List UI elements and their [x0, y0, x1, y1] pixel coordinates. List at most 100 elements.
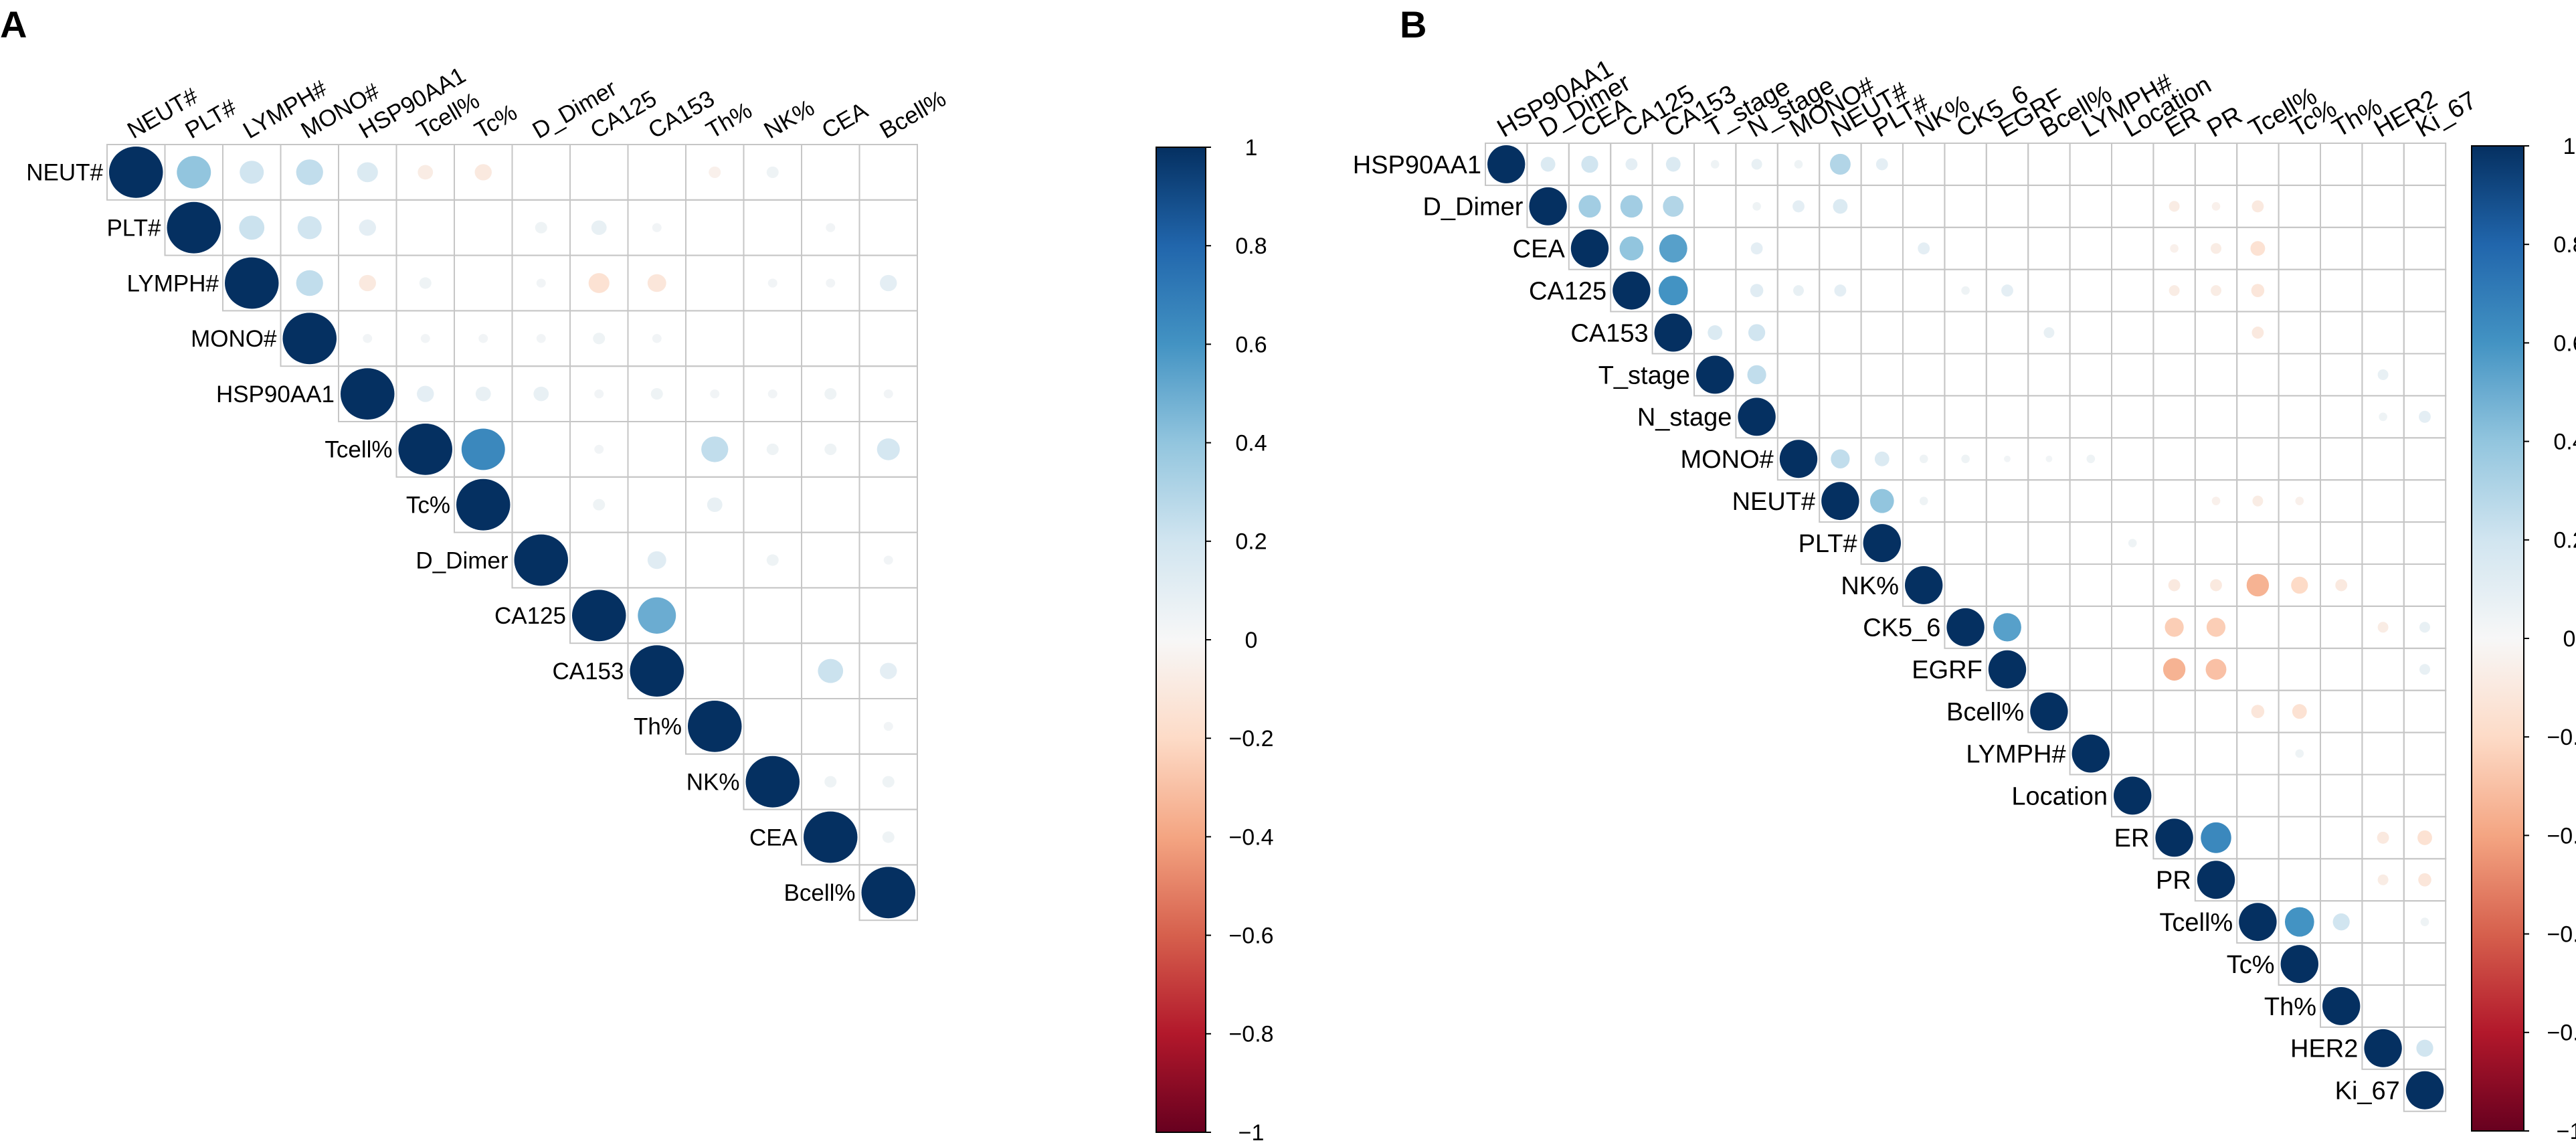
grid-cell: [2278, 816, 2322, 860]
grid-cell: [2320, 353, 2363, 397]
grid-cell: [2069, 311, 2113, 355]
grid-cell: [2403, 942, 2447, 986]
row-label: MONO#: [1680, 446, 1773, 474]
grid-cell: [454, 254, 513, 312]
grid-cell: [2194, 689, 2238, 733]
diagonal-mark: [2364, 1029, 2402, 1067]
correlation-mark: [239, 215, 265, 240]
grid-cell: [2361, 479, 2405, 523]
correlation-mark: [593, 499, 606, 511]
correlation-mark: [1831, 449, 1850, 468]
colorbar-tick-label: 0: [2563, 626, 2576, 652]
grid-cell: [1693, 268, 1737, 313]
correlation-mark: [1961, 286, 1970, 295]
correlation-mark: [701, 436, 729, 462]
grid-cell: [2320, 816, 2363, 860]
grid-cell: [2111, 437, 2154, 481]
grid-cell: [2278, 395, 2322, 439]
correlation-mark: [2295, 749, 2304, 758]
diagonal-mark: [456, 478, 511, 531]
panel-letter: B: [1400, 3, 1427, 46]
colorbar-tick-label: −0.6: [2547, 922, 2576, 948]
diagonal-mark: [861, 867, 915, 919]
grid-cell: [743, 199, 802, 256]
correlation-mark: [1658, 276, 1688, 306]
grid-cell: [2027, 353, 2071, 397]
correlation-mark: [2206, 618, 2226, 637]
correlation-mark: [2043, 327, 2055, 339]
correlation-mark: [474, 164, 492, 181]
grid-cell: [1985, 521, 2029, 565]
row-label: HER2: [2290, 1035, 2358, 1063]
row-label: ER: [2114, 824, 2150, 853]
correlation-mark: [359, 219, 376, 236]
grid-cell: [2111, 143, 2154, 186]
grid-cell: [2027, 563, 2071, 607]
correlation-mark: [478, 334, 488, 343]
grid-cell: [2236, 353, 2280, 397]
correlation-mark: [2335, 579, 2348, 592]
grid-cell: [2403, 184, 2447, 228]
grid-cell: [2152, 521, 2196, 565]
correlation-mark: [647, 274, 666, 292]
correlation-mark: [1919, 497, 1928, 506]
grid-cell: [2361, 563, 2405, 607]
correlation-mark: [2252, 495, 2264, 507]
correlation-mark: [593, 333, 606, 345]
grid-cell: [2069, 521, 2113, 565]
correlation-mark: [1874, 451, 1890, 466]
colorbar-tick-label: 0.4: [1235, 431, 1267, 456]
colorbar-tick-label: −0.8: [1228, 1022, 1273, 1047]
grid-cell: [1985, 226, 2029, 270]
row-label: NEUT#: [1732, 488, 1816, 516]
correlation-mark: [2419, 664, 2430, 675]
colorbar-tick-label: 0.6: [2553, 331, 2576, 356]
grid-cell: [1985, 184, 2029, 228]
correlation-mark: [2211, 497, 2221, 506]
correlation-mark: [2291, 576, 2308, 594]
colorbar-tick-label: −0.4: [2547, 823, 2576, 849]
correlation-mark: [2211, 285, 2221, 296]
diagonal-mark: [1738, 398, 1776, 436]
grid-cell: [1860, 268, 1904, 313]
correlation-mark: [2332, 913, 2350, 931]
correlation-mark: [2246, 574, 2270, 597]
colorbar-tick-label: 0.6: [1235, 332, 1267, 357]
grid-cell: [1776, 395, 1821, 439]
grid-cell: [2320, 689, 2363, 733]
grid-cell: [2361, 143, 2405, 186]
grid-cell: [801, 587, 860, 644]
correlation-mark: [177, 156, 211, 189]
diagonal-mark: [1654, 313, 1692, 352]
grid-cell: [2278, 226, 2322, 270]
panel-b-correlation-plot: B HSP90AA1 D_Dimer CEA CA125 CA153 T_stage N_st…: [1353, 3, 2576, 1144]
grid-cell: [1860, 395, 1904, 439]
grid-cell: [2027, 395, 2071, 439]
row-label: CA125: [494, 603, 566, 629]
grid-cell: [1776, 226, 1821, 270]
grid-cell: [1693, 226, 1737, 270]
correlation-mark: [1833, 199, 1848, 214]
correlation-mark: [1869, 489, 1894, 513]
row-label: Th%: [634, 714, 682, 740]
grid-cell: [743, 310, 802, 367]
grid-cell: [801, 698, 860, 755]
grid-cell: [2403, 563, 2447, 607]
grid-cell: [2236, 143, 2280, 186]
correlation-mark: [594, 444, 604, 454]
column-label: Bcell%: [875, 86, 950, 144]
correlation-mark: [2128, 539, 2137, 547]
diagonal-mark: [630, 645, 684, 697]
grid-cell: [2111, 311, 2154, 355]
correlation-mark: [883, 389, 893, 399]
grid-cell: [1944, 563, 1987, 607]
correlation-mark: [240, 161, 264, 184]
correlation-mark: [2377, 874, 2389, 885]
correlation-mark: [766, 554, 779, 566]
correlation-mark: [1919, 454, 1928, 464]
grid-cell: [2320, 605, 2363, 649]
grid-cell: [2320, 184, 2363, 228]
grid-cell: [2111, 731, 2154, 776]
correlation-mark: [2377, 622, 2389, 633]
correlation-mark: [826, 223, 836, 232]
